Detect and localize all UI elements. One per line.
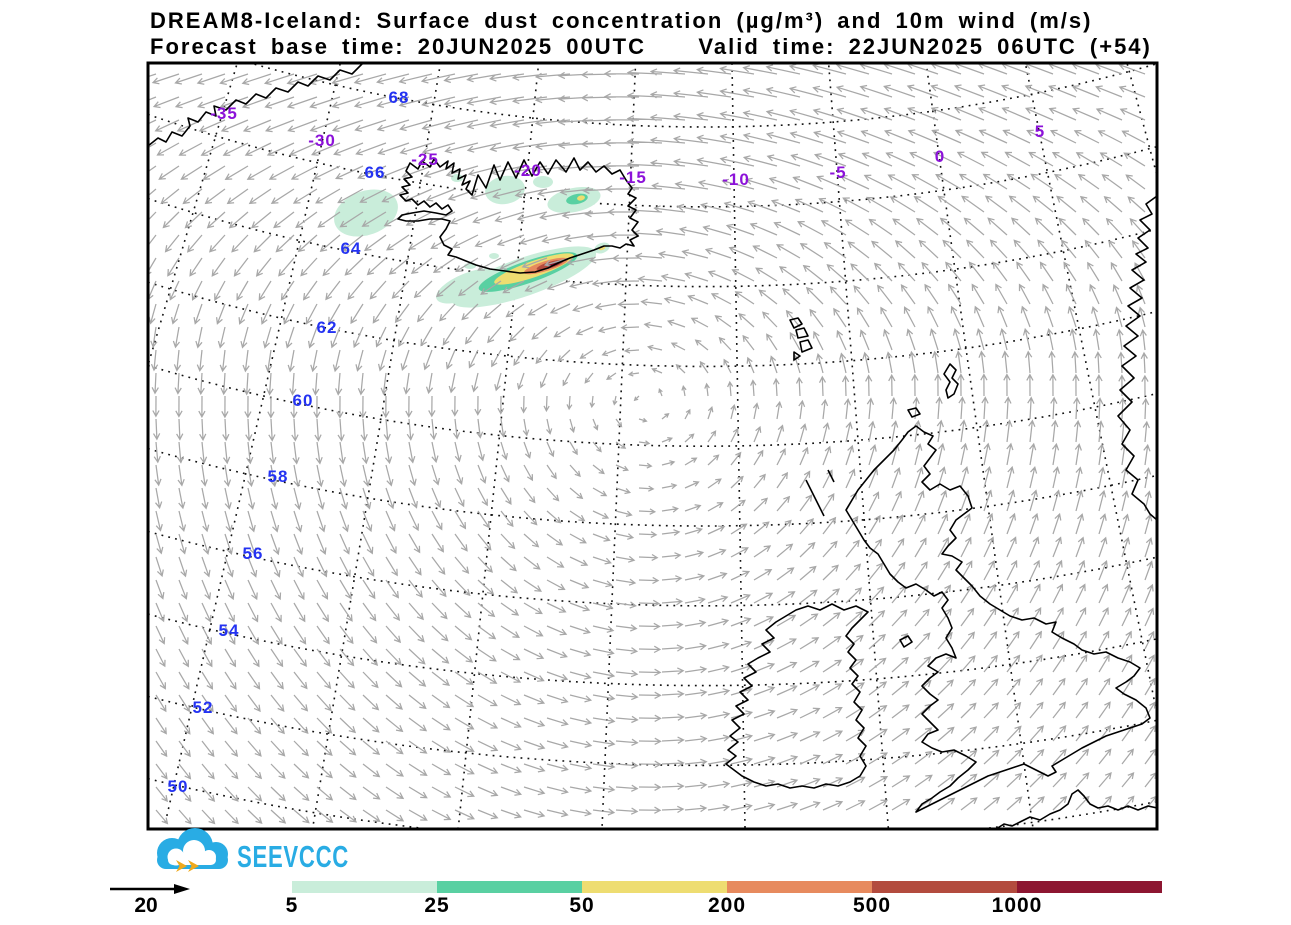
longitude-label: -10	[722, 170, 750, 189]
dust-scale-label: 5	[285, 894, 299, 917]
latitude-label: 60	[293, 391, 314, 410]
longitude-label: -25	[411, 150, 439, 169]
latitude-label: 58	[268, 467, 289, 486]
latitude-label: 54	[219, 621, 240, 640]
longitude-label: -5	[829, 163, 846, 182]
coastline-layer	[148, 63, 1157, 829]
latitude-label: 62	[317, 318, 338, 337]
dust-scale-segment	[872, 881, 1017, 893]
dust-scale-label: 50	[569, 894, 595, 917]
wind-reference-value: 20	[134, 894, 158, 917]
cloud-icon	[157, 828, 228, 872]
longitude-label: -20	[514, 161, 542, 180]
latitude-label: 64	[341, 239, 362, 258]
longitude-label: -15	[619, 168, 647, 187]
dust-scale-segment	[292, 881, 437, 893]
longitude-label: -35	[210, 104, 238, 123]
wind-scale-legend	[110, 884, 190, 894]
map-frame	[146, 61, 1159, 831]
wind-arrows-layer	[148, 63, 1157, 825]
latitude-label: 50	[168, 777, 189, 796]
longitude-label: 5	[1035, 122, 1045, 141]
dust-color-scale	[292, 881, 1162, 893]
dust-scale-segment	[437, 881, 582, 893]
graticule-labels: -35 -30 -25 -20 -15 -10 -5 0 5 68 66 64 62 60 58 56 54 52…	[168, 88, 1045, 796]
dust-scale-segment	[1017, 881, 1162, 893]
chart-title: DREAM8-Iceland: Surface dust concentrati…	[150, 8, 1093, 33]
logo-text: SEEVCCC	[237, 839, 349, 874]
latitude-label: 52	[193, 698, 214, 717]
seevccc-logo: SEEVCCC	[157, 828, 349, 874]
longitude-label: -30	[308, 131, 336, 150]
dust-scale-segment	[582, 881, 727, 893]
dust-scale-label: 200	[707, 894, 747, 917]
latitude-label: 56	[243, 544, 264, 563]
chart-subtitle: Forecast base time: 20JUN2025 00UTC Vali…	[150, 34, 1152, 59]
latitude-label: 66	[365, 163, 386, 182]
dust-scale-segment	[727, 881, 872, 893]
dust-scale-label: 1000	[991, 894, 1043, 917]
dust-scale-label: 500	[852, 894, 892, 917]
dust-scale-label: 25	[424, 894, 450, 917]
wind-reference-arrow	[110, 884, 190, 894]
logo-arrow-icon	[176, 860, 199, 872]
latitude-label: 68	[389, 88, 410, 107]
longitude-label: 0	[935, 147, 945, 166]
